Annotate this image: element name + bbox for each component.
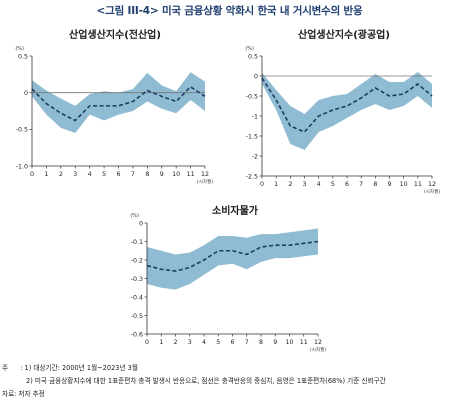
y-tick-label: -1 (252, 113, 258, 120)
confidence-band (262, 72, 432, 150)
confidence-band (147, 228, 318, 290)
x-tick-label: 0 (260, 181, 264, 188)
x-tick-label: 10 (172, 171, 180, 178)
x-tick-label: 1 (44, 171, 48, 178)
note-2: 2) 미국 금융상황지수에 대한 1표준편차 충격 발생시 반응으로, 점선은 … (26, 377, 386, 385)
chart-industrial-production-all: 산업생산지수(전산업) 0.5 0 -0.5 -1.0 0 1 2 3 4 5 6 7 8 9 10 11 12… (0, 26, 230, 191)
y-tick-label: -0.4 (131, 294, 143, 301)
chart-title: 소비자물가 (212, 206, 258, 217)
y-tick-label: 0.5 (18, 53, 28, 60)
x-tick-label: 10 (400, 181, 408, 188)
y-tick-label: 0 (254, 73, 258, 80)
x-tick-label: 9 (273, 339, 277, 346)
x-tick-label: 5 (216, 339, 220, 346)
x-tick-label: 12 (314, 339, 322, 346)
x-tick-label: 7 (245, 339, 249, 346)
y-tick-label: -0.1 (131, 239, 143, 246)
y-unit-label: (%) (130, 213, 139, 219)
x-tick-label: 5 (331, 181, 335, 188)
y-tick-label: -1.0 (16, 163, 28, 170)
x-tick-label: 3 (302, 181, 306, 188)
y-tick-label: -2 (252, 153, 258, 160)
note-1-text: : 1) 대상기간: 2000년 1월~2023년 3월 (20, 364, 138, 372)
y-tick-label: -2.5 (246, 173, 258, 180)
x-tick-label: 9 (160, 171, 164, 178)
source-note: 자료: 저자 추정 (2, 390, 45, 398)
chart-plot: 0.50-0.5-1-1.5-2-2.50 1 2 3 4 5 6 7 8 9 10 11 12(%)(… (245, 46, 440, 195)
y-tick-label: -0.5 (246, 93, 258, 100)
figure-title: <그림 III-4> 미국 금융상황 악화시 한국 내 거시변수의 반응 (96, 5, 363, 17)
y-tick-label: 0 (139, 220, 143, 227)
chart-plot: 0.50-0.5-1.00 1 2 3 4 5 6 7 8 9 10 11 12(%)(시차월) (15, 46, 213, 185)
x-tick-label: 4 (202, 339, 206, 346)
x-unit-label: (시차월) (310, 346, 326, 353)
x-tick-label: 7 (359, 181, 363, 188)
x-tick-label: 11 (414, 181, 422, 188)
y-unit-label: (%) (15, 46, 24, 52)
y-tick-label: -1.5 (246, 133, 258, 140)
x-unit-label: (시차월) (424, 188, 440, 195)
x-tick-label: 1 (274, 181, 278, 188)
chart-title: 산업생산지수(전산업) (69, 30, 161, 41)
x-tick-label: 8 (145, 171, 149, 178)
x-tick-label: 11 (187, 171, 195, 178)
x-tick-label: 2 (59, 171, 63, 178)
chart-industrial-production-mining: 산업생산지수(광공업) 0.5 0 -0.5 -1 -1.5 -2 -2.5 0 1 2 3 4 5 6 7… (229, 26, 459, 195)
x-tick-label: 8 (259, 339, 263, 346)
x-tick-label: 6 (345, 181, 349, 188)
y-tick-label: -0.5 (131, 313, 143, 320)
x-tick-label: 6 (116, 171, 120, 178)
note-1: 주 : 1) 대상기간: 2000년 1월~2023년 3월 (2, 362, 457, 375)
confidence-band (32, 72, 205, 133)
x-tick-label: 0 (30, 171, 34, 178)
chart-consumer-price: 소비자물가 0 -0.1 -0.2 -0.3 -0.4 -0.5 -0.6 0 1 2 3 4 5 6 7 8… (120, 202, 350, 360)
x-tick-label: 7 (131, 171, 135, 178)
x-tick-label: 1 (159, 339, 163, 346)
y-tick-label: 0 (24, 90, 28, 97)
x-tick-label: 4 (317, 181, 321, 188)
note-label: 주 (2, 364, 9, 372)
x-tick-label: 11 (300, 339, 308, 346)
notes: 주 : 1) 대상기간: 2000년 1월~2023년 3월 2) 미국 금융상… (2, 362, 457, 401)
y-tick-label: -0.5 (16, 127, 28, 134)
x-tick-label: 12 (428, 181, 436, 188)
chart-title: 산업생산지수(광공업) (298, 30, 390, 41)
x-tick-label: 2 (173, 339, 177, 346)
x-tick-label: 5 (102, 171, 106, 178)
y-tick-label: -0.3 (131, 276, 143, 283)
x-tick-label: 4 (88, 171, 92, 178)
x-tick-label: 6 (230, 339, 234, 346)
center-line (146, 240, 319, 272)
y-unit-label: (%) (245, 46, 254, 52)
x-unit-label: (시차월) (197, 178, 213, 185)
x-tick-label: 10 (285, 339, 293, 346)
x-tick-label: 12 (201, 171, 209, 178)
y-tick-label: -0.2 (131, 257, 143, 264)
center-line (261, 77, 433, 133)
x-tick-label: 9 (387, 181, 391, 188)
x-tick-label: 3 (73, 171, 77, 178)
x-tick-label: 3 (188, 339, 192, 346)
chart-plot: 0-0.1-0.2-0.3-0.4-0.5-0.60 1 2 3 4 5 6 7 8 9 10 11 1… (130, 213, 326, 353)
x-tick-label: 8 (373, 181, 377, 188)
x-tick-label: 0 (145, 339, 149, 346)
y-tick-label: 0.5 (248, 53, 258, 60)
y-tick-label: -0.6 (131, 331, 143, 338)
x-tick-label: 2 (288, 181, 292, 188)
